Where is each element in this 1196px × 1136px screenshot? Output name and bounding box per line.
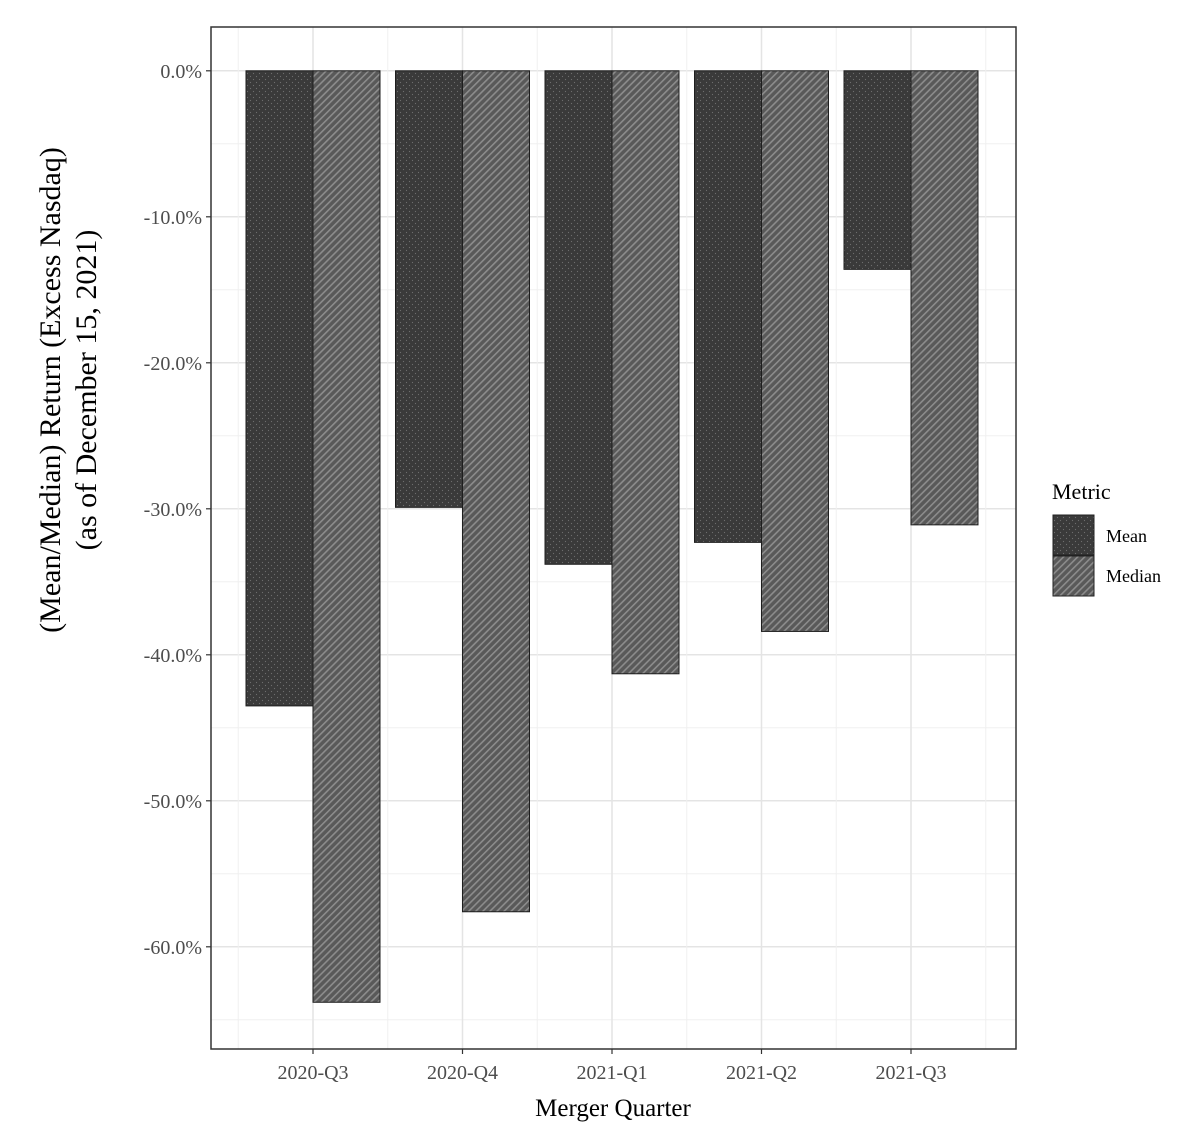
x-tick-label: 2020-Q3	[277, 1062, 348, 1084]
x-tick-label: 2021-Q3	[875, 1062, 946, 1084]
bar-median-2021-Q2	[761, 70, 829, 632]
bar-mean-2020-Q3	[245, 70, 314, 707]
bar-mean-2021-Q2	[694, 70, 762, 543]
y-tick-label: -60.0%	[144, 937, 202, 959]
bar-mean-2021-Q1	[544, 70, 613, 565]
y-axis-title-line-2: (as of December 15, 2021)	[70, 230, 103, 551]
y-tick-label: -50.0%	[144, 791, 202, 813]
bar-mean-2020-Q4	[395, 70, 463, 508]
plot-panel-border	[210, 26, 1017, 1050]
x-tick-label: 2021-Q1	[576, 1062, 647, 1084]
y-tick-label: -30.0%	[144, 499, 202, 521]
bar-median-2020-Q4	[462, 70, 530, 913]
y-tick-label: -40.0%	[144, 645, 202, 667]
y-tick-label: -20.0%	[144, 353, 202, 375]
bar-mean-2021-Q3	[843, 70, 912, 270]
x-tick-label: 2021-Q2	[726, 1062, 797, 1084]
bar-median-2021-Q3	[910, 70, 979, 526]
x-tick-label: 2020-Q4	[427, 1062, 498, 1084]
legend-key-median	[1052, 555, 1095, 597]
y-tick-label: 0.0%	[160, 61, 202, 83]
bar-median-2021-Q1	[611, 70, 680, 675]
legend-label-mean: Mean	[1106, 526, 1147, 546]
y-axis-title-line-1: (Mean/Median) Return (Excess Nasdaq)	[34, 147, 67, 633]
x-axis-title: Merger Quarter	[535, 1095, 691, 1122]
legend-title: Metric	[1052, 479, 1111, 504]
y-axis-title: (Mean/Median) Return (Excess Nasdaq) (as…	[34, 147, 103, 633]
y-axis: 0.0% -10.0% -20.0% -30.0% -40.0% -50.0% -60.0%	[144, 61, 211, 959]
legend: Metric Mean Median	[1052, 479, 1161, 597]
legend-key-mean	[1052, 514, 1095, 556]
bars	[245, 70, 979, 1003]
bar-median-2020-Q3	[312, 70, 381, 1003]
legend-label-median: Median	[1106, 566, 1161, 586]
y-tick-label: -10.0%	[144, 207, 202, 229]
x-axis: 2020-Q3 2020-Q4 2021-Q1 2021-Q2 2021-Q3	[277, 1049, 947, 1084]
